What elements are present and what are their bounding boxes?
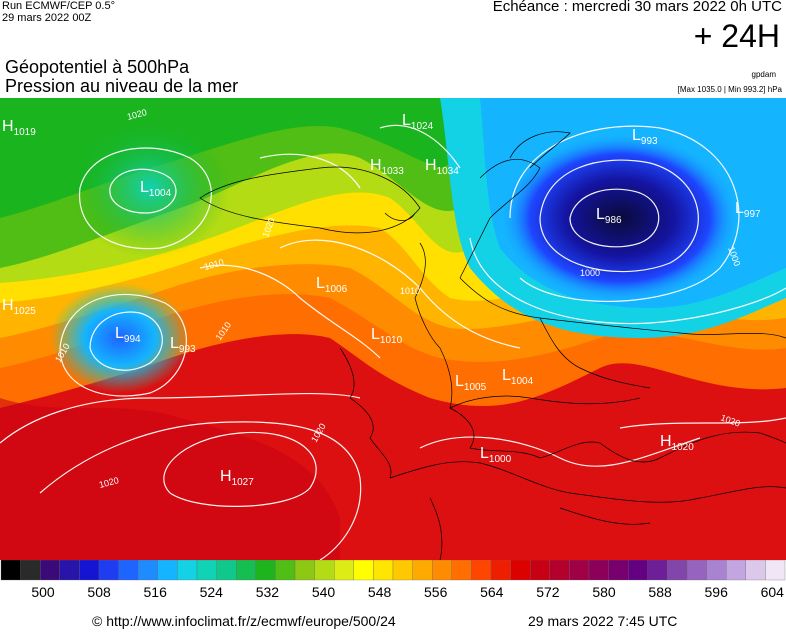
scale-swatch xyxy=(138,560,158,581)
scale-tick-label: 572 xyxy=(536,584,560,600)
scale-swatch xyxy=(686,560,707,581)
run-label: Run ECMWF/CEP 0.5° xyxy=(2,0,116,12)
scale-swatch xyxy=(569,560,590,581)
scale-tick-label: 604 xyxy=(761,584,785,600)
scale-tick-label: 556 xyxy=(424,584,448,600)
scale-swatch xyxy=(353,560,374,581)
scale-swatch xyxy=(471,560,492,581)
scale-swatch xyxy=(373,560,394,581)
scale-swatch xyxy=(79,560,100,581)
scale-swatch xyxy=(294,560,315,581)
high-pressure-center: H1020 xyxy=(660,433,694,453)
render-timestamp: 29 mars 2022 7:45 UTC xyxy=(528,613,678,629)
source-url[interactable]: © http://www.infoclimat.fr/z/ecmwf/europ… xyxy=(92,613,396,629)
isobar-label: 1000 xyxy=(580,268,600,278)
scale-swatch xyxy=(255,560,276,581)
scale-swatch xyxy=(157,560,178,581)
scale-swatch xyxy=(510,560,531,581)
color-scale: 500 508 516 524 532 540 548 556 564 572 580 588 596 6… xyxy=(0,560,786,600)
run-date: 29 mars 2022 00Z xyxy=(2,12,92,24)
units-credit: gpdam xyxy=(751,70,776,79)
scale-swatch xyxy=(392,560,413,581)
scale-swatch xyxy=(20,560,41,581)
low-pressure-center: L1006 xyxy=(316,275,348,295)
scale-swatch xyxy=(490,560,511,581)
chart-title-pressure: Pression au niveau de la mer xyxy=(5,76,239,96)
isobar-label: 1010 xyxy=(400,286,420,296)
scale-swatch xyxy=(196,560,217,581)
scale-swatch xyxy=(0,560,21,581)
scale-tick-label: 564 xyxy=(480,584,504,600)
low-pressure-center: L994 xyxy=(115,325,141,345)
scale-tick-label: 596 xyxy=(705,584,729,600)
lead-time: + 24H xyxy=(693,18,780,54)
low-pressure-center: L993 xyxy=(632,127,658,147)
scale-swatch xyxy=(451,560,472,581)
scale-tick-label: 532 xyxy=(256,584,280,600)
scale-swatch xyxy=(726,560,746,581)
forecast-validity: Echéance : mercredi 30 mars 2022 0h UTC xyxy=(492,0,782,15)
scale-swatch xyxy=(628,560,648,581)
scale-swatch xyxy=(745,560,766,581)
scale-tick-label: 500 xyxy=(31,584,55,600)
scale-swatch xyxy=(40,560,60,581)
weather-map: 1020 1010 1000 1020 1010 1020 1010 1020 … xyxy=(0,98,786,560)
low-pressure-center: L1000 xyxy=(480,445,512,465)
low-pressure-center: L1005 xyxy=(455,373,487,393)
scale-swatch xyxy=(334,560,354,581)
scale-tick-label: 524 xyxy=(200,584,224,600)
scale-swatch xyxy=(667,560,688,581)
scale-swatch xyxy=(275,560,296,581)
high-pressure-center: H1027 xyxy=(220,468,254,488)
scale-swatch xyxy=(608,560,629,581)
scale-swatch xyxy=(236,560,256,581)
high-pressure-center: H1034 xyxy=(425,157,459,177)
scale-swatch xyxy=(177,560,198,581)
scale-swatch xyxy=(765,560,786,581)
scale-swatch xyxy=(412,560,433,581)
low-pressure-center: L1004 xyxy=(502,367,534,387)
scale-tick-label: 540 xyxy=(312,584,336,600)
low-pressure-center: L1010 xyxy=(371,326,403,346)
scale-swatch xyxy=(549,560,570,581)
pressure-range: [Max 1035.0 | Min 993.2] hPa xyxy=(677,85,782,94)
low-pressure-center: L1004 xyxy=(140,179,172,199)
high-pressure-center: H1033 xyxy=(370,157,404,177)
chart-title-geopotential: Géopotentiel à 500hPa xyxy=(5,57,190,77)
scale-swatch xyxy=(647,560,668,581)
scale-swatch xyxy=(432,560,452,581)
low-pressure-center: L997 xyxy=(735,200,761,220)
scale-swatch xyxy=(314,560,335,581)
scale-tick-label: 548 xyxy=(368,584,392,600)
low-pressure-center: L986 xyxy=(596,206,622,226)
low-pressure-center: L993 xyxy=(170,335,196,355)
scale-tick-label: 508 xyxy=(87,584,111,600)
scale-swatch xyxy=(588,560,609,581)
low-pressure-center: L1024 xyxy=(402,112,434,132)
scale-swatch xyxy=(59,560,80,581)
scale-tick-label: 516 xyxy=(144,584,168,600)
scale-swatch xyxy=(216,560,237,581)
scale-tick-label: 580 xyxy=(592,584,616,600)
scale-swatch xyxy=(706,560,727,581)
scale-swatch xyxy=(530,560,550,581)
high-pressure-center: H1019 xyxy=(2,118,36,138)
scale-swatch xyxy=(98,560,119,581)
scale-tick-label: 588 xyxy=(648,584,672,600)
high-pressure-center: H1025 xyxy=(2,297,36,317)
scale-swatch xyxy=(118,560,139,581)
